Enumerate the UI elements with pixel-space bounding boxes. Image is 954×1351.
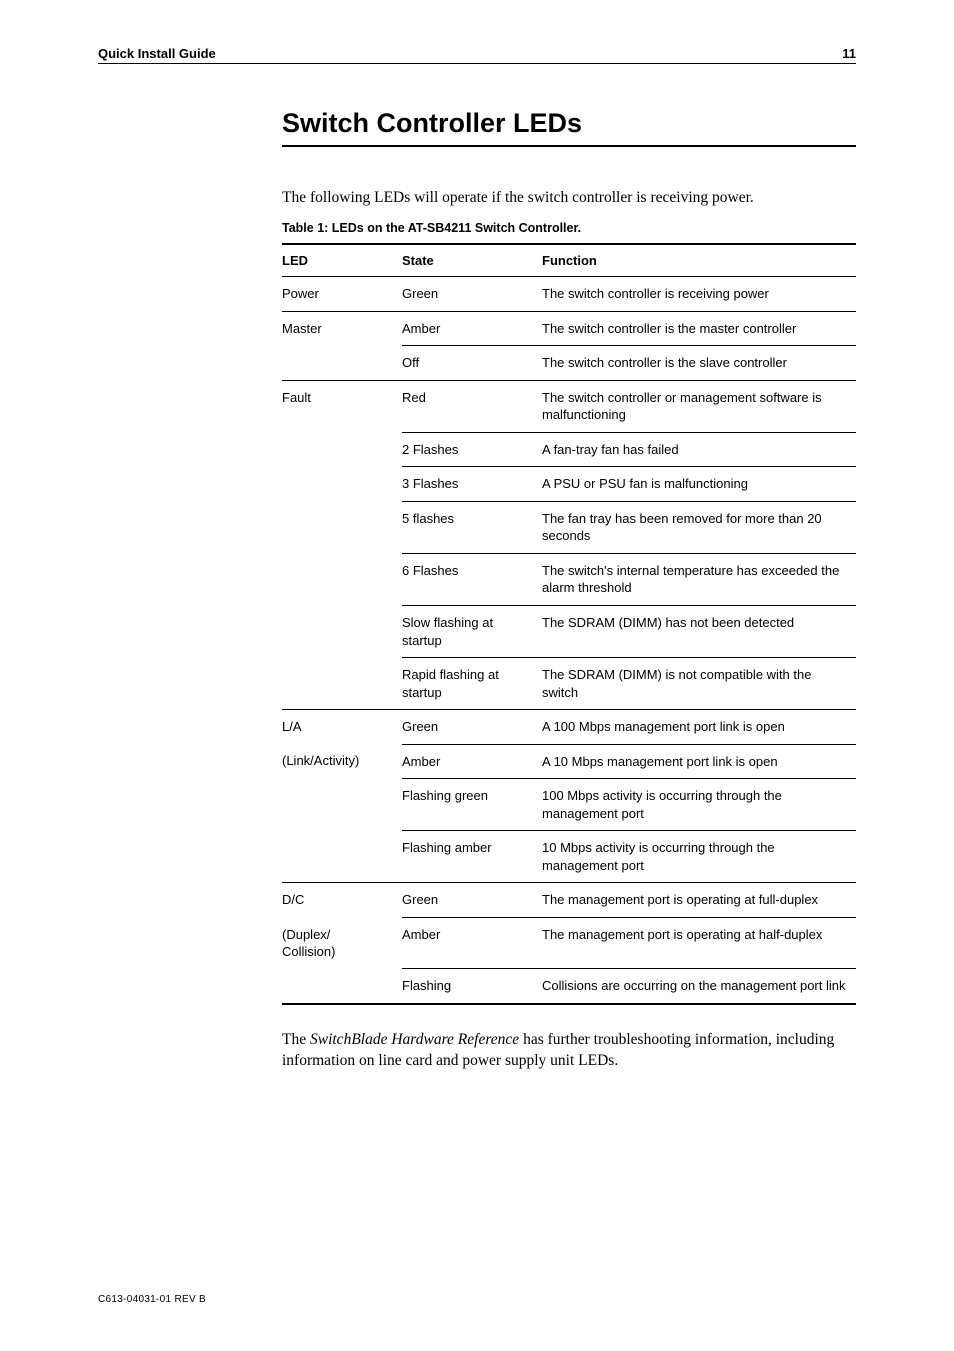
table-row: Rapid flashing at startupThe SDRAM (DIMM… xyxy=(282,658,856,710)
cell-state: Green xyxy=(402,710,542,745)
cell-function: The switch controller is the master cont… xyxy=(542,311,856,346)
outro-reference-title: SwitchBlade Hardware Reference xyxy=(310,1031,519,1048)
cell-led xyxy=(282,346,402,381)
table-row: (Duplex/Collision)AmberThe management po… xyxy=(282,918,856,969)
cell-led xyxy=(282,467,402,502)
cell-led xyxy=(282,606,402,658)
cell-function: 10 Mbps activity is occurring through th… xyxy=(542,831,856,883)
cell-function: A PSU or PSU fan is malfunctioning xyxy=(542,467,856,502)
intro-text: The following LEDs will operate if the s… xyxy=(282,189,856,207)
table-row: L/AGreenA 100 Mbps management port link … xyxy=(282,710,856,745)
cell-state: Green xyxy=(402,277,542,312)
table-row: 2 FlashesA fan-tray fan has failed xyxy=(282,432,856,467)
doc-revision-footer: C613-04031-01 REV B xyxy=(98,1294,206,1305)
cell-function: The switch controller is the slave contr… xyxy=(542,346,856,381)
cell-function: Collisions are occurring on the manageme… xyxy=(542,969,856,1004)
col-header-function: Function xyxy=(542,244,856,277)
table-row: Flashing green100 Mbps activity is occur… xyxy=(282,779,856,831)
cell-function: The fan tray has been removed for more t… xyxy=(542,501,856,553)
table-row: Flashing amber10 Mbps activity is occurr… xyxy=(282,831,856,883)
cell-state: Green xyxy=(402,883,542,918)
table-row: D/CGreenThe management port is operating… xyxy=(282,883,856,918)
cell-led xyxy=(282,553,402,605)
cell-function: The SDRAM (DIMM) has not been detected xyxy=(542,606,856,658)
table-row: 5 flashesThe fan tray has been removed f… xyxy=(282,501,856,553)
cell-state: Amber xyxy=(402,918,542,969)
cell-state: Off xyxy=(402,346,542,381)
cell-function: The SDRAM (DIMM) is not compatible with … xyxy=(542,658,856,710)
cell-state: Red xyxy=(402,380,542,432)
cell-state: 3 Flashes xyxy=(402,467,542,502)
cell-function: A 100 Mbps management port link is open xyxy=(542,710,856,745)
cell-led: (Duplex/Collision) xyxy=(282,918,402,969)
table-caption: Table 1: LEDs on the AT-SB4211 Switch Co… xyxy=(282,221,856,235)
cell-led: Master xyxy=(282,311,402,346)
table-row: MasterAmberThe switch controller is the … xyxy=(282,311,856,346)
cell-function: 100 Mbps activity is occurring through t… xyxy=(542,779,856,831)
running-header-left: Quick Install Guide xyxy=(98,46,216,61)
cell-state: Flashing xyxy=(402,969,542,1004)
cell-state: Rapid flashing at startup xyxy=(402,658,542,710)
cell-state: Amber xyxy=(402,744,542,779)
cell-led: (Link/Activity) xyxy=(282,744,402,779)
cell-function: A 10 Mbps management port link is open xyxy=(542,744,856,779)
cell-led xyxy=(282,831,402,883)
cell-state: Flashing green xyxy=(402,779,542,831)
cell-led xyxy=(282,969,402,1004)
cell-led xyxy=(282,432,402,467)
cell-function: The management port is operating at full… xyxy=(542,883,856,918)
table-row: OffThe switch controller is the slave co… xyxy=(282,346,856,381)
table-row: (Link/Activity)AmberA 10 Mbps management… xyxy=(282,744,856,779)
cell-led: Power xyxy=(282,277,402,312)
table-row: PowerGreenThe switch controller is recei… xyxy=(282,277,856,312)
col-header-state: State xyxy=(402,244,542,277)
cell-led xyxy=(282,501,402,553)
table-row: 3 FlashesA PSU or PSU fan is malfunction… xyxy=(282,467,856,502)
table-row: Slow flashing at startupThe SDRAM (DIMM)… xyxy=(282,606,856,658)
led-table: LED State Function PowerGreenThe switch … xyxy=(282,243,856,1005)
cell-state: Flashing amber xyxy=(402,831,542,883)
table-row: FlashingCollisions are occurring on the … xyxy=(282,969,856,1004)
cell-state: 6 Flashes xyxy=(402,553,542,605)
cell-state: 2 Flashes xyxy=(402,432,542,467)
cell-function: A fan-tray fan has failed xyxy=(542,432,856,467)
section-title: Switch Controller LEDs xyxy=(282,108,856,147)
cell-led: L/A xyxy=(282,710,402,745)
cell-function: The switch's internal temperature has ex… xyxy=(542,553,856,605)
cell-led xyxy=(282,658,402,710)
cell-state: Slow flashing at startup xyxy=(402,606,542,658)
col-header-led: LED xyxy=(282,244,402,277)
table-row: FaultRedThe switch controller or managem… xyxy=(282,380,856,432)
cell-led: D/C xyxy=(282,883,402,918)
outro-text: The SwitchBlade Hardware Reference has f… xyxy=(282,1029,856,1072)
page-number: 11 xyxy=(842,46,856,61)
cell-function: The switch controller or management soft… xyxy=(542,380,856,432)
cell-state: 5 flashes xyxy=(402,501,542,553)
cell-led xyxy=(282,779,402,831)
outro-before: The xyxy=(282,1031,310,1048)
cell-function: The switch controller is receiving power xyxy=(542,277,856,312)
cell-led: Fault xyxy=(282,380,402,432)
table-row: 6 FlashesThe switch's internal temperatu… xyxy=(282,553,856,605)
cell-state: Amber xyxy=(402,311,542,346)
cell-function: The management port is operating at half… xyxy=(542,918,856,969)
